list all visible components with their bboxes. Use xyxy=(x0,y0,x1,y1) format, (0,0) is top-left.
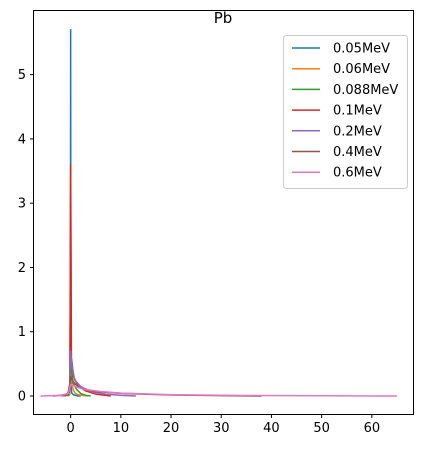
x-tick-label: 20 xyxy=(163,421,180,436)
legend-label: 0.6MeV xyxy=(333,166,382,181)
series-line-0.088MeV xyxy=(64,234,91,397)
plot-frame xyxy=(33,10,414,415)
y-tick-label: 3 xyxy=(18,197,26,212)
series-layer xyxy=(40,28,397,397)
y-tick-label: 4 xyxy=(18,132,26,147)
legend: 0.05MeV 0.06MeV 0.088MeV 0.1MeV 0.2MeV 0.4MeV… xyxy=(283,35,408,189)
x-axis: 0 10 20 30 40 50 60 xyxy=(67,414,381,436)
x-tick-label: 30 xyxy=(213,421,230,436)
legend-label: 0.05MeV xyxy=(333,42,390,57)
x-tick-label: 40 xyxy=(263,421,280,436)
legend-box xyxy=(283,35,408,189)
x-tick-label: 0 xyxy=(67,421,75,436)
y-tick-label: 5 xyxy=(18,68,26,83)
legend-label: 0.2MeV xyxy=(333,124,382,139)
x-tick-label: 60 xyxy=(364,421,381,436)
legend-label: 0.4MeV xyxy=(333,145,382,160)
y-tick-label: 2 xyxy=(18,261,26,276)
series-line-0.4MeV xyxy=(53,375,262,397)
x-tick-label: 10 xyxy=(113,421,130,436)
y-tick-label: 0 xyxy=(18,390,26,405)
series-line-0.6MeV xyxy=(40,383,397,397)
y-axis: 0 1 2 3 4 5 xyxy=(18,68,34,405)
y-tick-label: 1 xyxy=(18,325,26,340)
legend-label: 0.06MeV xyxy=(333,62,390,77)
legend-label: 0.1MeV xyxy=(333,104,382,119)
legend-label: 0.088MeV xyxy=(333,83,398,98)
x-tick-label: 50 xyxy=(313,421,330,436)
chart-title: Pb xyxy=(214,9,233,27)
